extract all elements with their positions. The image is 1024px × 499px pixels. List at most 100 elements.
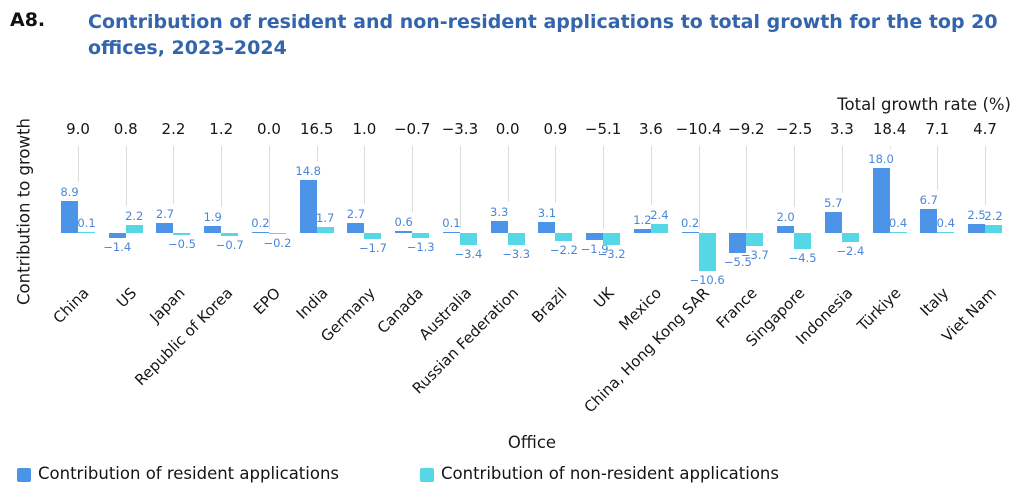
value-label-nonresident-uk: −3.2	[597, 246, 626, 261]
drop-line-uk	[603, 146, 605, 229]
total-growth-label-epo: 0.0	[257, 120, 281, 138]
total-growth-label-singapore: −2.5	[775, 120, 813, 138]
value-label-resident-china-hong-kong-sar: 0.2	[680, 216, 700, 230]
top-axis-label: Total growth rate (%)	[837, 95, 1011, 114]
total-growth-label-mexico: 3.6	[638, 120, 663, 138]
category-label-italy: Italy	[916, 284, 953, 320]
value-label-resident-mexico: 1.2	[633, 212, 652, 227]
bar-nonresident-russian-federation	[507, 233, 525, 245]
drop-line-mexico	[650, 146, 652, 206]
drop-line-india	[316, 146, 318, 161]
value-label-nonresident-india: 1.7	[316, 210, 335, 225]
value-label-nonresident-t-rkiye: 0.4	[888, 215, 908, 230]
drop-line-republic-of-korea	[221, 146, 223, 208]
value-label-resident-france: −5.5	[723, 254, 752, 269]
drop-line-us	[125, 146, 127, 207]
bar-nonresident-italy	[937, 231, 955, 233]
category-label-india: India	[292, 284, 332, 323]
value-label-nonresident-china: 0.1	[77, 216, 96, 230]
total-growth-label-france: −9.2	[728, 120, 765, 138]
bar-resident-brazil	[538, 221, 556, 233]
drop-line-china	[78, 146, 79, 182]
category-label-china: China	[49, 284, 93, 328]
value-label-resident-viet-nam: 2.5	[967, 208, 986, 222]
bar-nonresident-epo	[268, 233, 286, 234]
bar-resident-t-rkiye	[872, 168, 890, 233]
bar-nonresident-indonesia	[841, 233, 859, 242]
value-label-resident-japan: 2.7	[155, 207, 175, 222]
drop-line-brazil	[555, 146, 557, 203]
total-growth-label-italy: 7.1	[925, 120, 950, 138]
bar-resident-india	[299, 179, 317, 233]
drop-line-t-rkiye	[889, 146, 891, 150]
value-label-resident-republic-of-korea: 1.9	[203, 210, 222, 225]
bar-nonresident-japan	[173, 233, 191, 235]
value-label-resident-india: 14.8	[295, 163, 321, 178]
figure-title-line2: offices, 2023–2024	[88, 37, 287, 59]
category-label-t-rkiye: Türkiye	[853, 284, 905, 335]
drop-line-singapore	[794, 146, 796, 207]
bar-resident-canada	[395, 230, 413, 233]
category-label-epo: EPO	[249, 284, 284, 319]
value-label-nonresident-france: −3.7	[740, 248, 769, 263]
bar-nonresident-brazil	[555, 233, 573, 241]
bar-nonresident-china	[78, 232, 95, 233]
bar-nonresident-republic-of-korea	[221, 233, 239, 236]
drop-line-viet-nam	[985, 146, 987, 205]
bar-resident-us	[108, 233, 126, 239]
drop-line-indonesia	[841, 146, 843, 194]
total-growth-label-canada: −0.7	[393, 120, 431, 138]
drop-line-china-hong-kong-sar	[698, 146, 700, 229]
bar-nonresident-us	[125, 225, 143, 233]
bar-nonresident-germany	[364, 233, 382, 240]
figure-title-line1: Contribution of resident and non-residen…	[88, 11, 998, 33]
value-label-nonresident-russian-federation: −3.3	[502, 246, 531, 261]
bar-nonresident-canada	[412, 233, 430, 238]
bar-resident-germany	[347, 223, 365, 233]
bar-resident-uk	[586, 233, 604, 240]
total-growth-label-uk: −5.1	[584, 120, 622, 138]
total-growth-label-us: 0.8	[113, 120, 138, 138]
legend-swatch-nonresident	[420, 468, 434, 482]
value-label-resident-canada: 0.6	[394, 214, 413, 229]
value-label-nonresident-singapore: −4.5	[788, 251, 817, 266]
total-growth-label-china: 9.0	[66, 120, 90, 138]
total-growth-label-russian-federation: 0.0	[495, 120, 520, 138]
total-growth-label-viet-nam: 4.7	[973, 120, 997, 138]
value-label-nonresident-viet-nam: 2.2	[984, 209, 1003, 224]
value-label-resident-italy: 6.7	[919, 192, 938, 207]
bar-nonresident-mexico	[650, 224, 668, 233]
value-label-nonresident-republic-of-korea: −0.7	[215, 237, 244, 252]
value-label-nonresident-indonesia: −2.4	[836, 243, 865, 258]
value-label-nonresident-germany: −1.7	[358, 241, 387, 256]
total-growth-label-brazil: 0.9	[543, 120, 568, 138]
total-growth-label-australia: −3.3	[441, 120, 479, 138]
total-growth-label-republic-of-korea: 1.2	[209, 120, 234, 138]
x-axis-label: Office	[507, 433, 557, 452]
value-label-nonresident-epo: −0.2	[263, 236, 292, 250]
value-label-nonresident-canada: −1.3	[406, 239, 435, 254]
total-growth-label-india: 16.5	[299, 120, 334, 138]
bar-nonresident-india	[316, 226, 334, 233]
drop-line-epo	[268, 146, 270, 229]
bar-resident-mexico	[633, 228, 651, 233]
bar-nonresident-china-hong-kong-sar	[698, 233, 716, 272]
figure-code: A8.	[10, 9, 46, 31]
value-label-resident-china: 8.9	[60, 184, 79, 199]
total-growth-label-t-rkiye: 18.4	[872, 120, 907, 138]
value-label-resident-australia: 0.1	[442, 216, 461, 230]
drop-line-france	[746, 146, 748, 229]
category-label-brazil: Brazil	[527, 284, 571, 327]
figure-title: Contribution of resident and non-residen…	[88, 9, 998, 61]
value-label-resident-brazil: 3.1	[537, 205, 557, 220]
bar-resident-france	[729, 233, 747, 253]
bar-resident-japan	[156, 223, 174, 233]
bar-resident-singapore	[777, 225, 795, 233]
value-label-resident-epo: 0.2	[251, 216, 270, 230]
value-label-resident-indonesia: 5.7	[824, 196, 843, 211]
bar-resident-viet-nam	[968, 224, 986, 233]
legend-swatch-resident	[17, 468, 31, 482]
drop-line-germany	[364, 146, 366, 205]
bar-resident-china-hong-kong-sar	[681, 232, 699, 233]
